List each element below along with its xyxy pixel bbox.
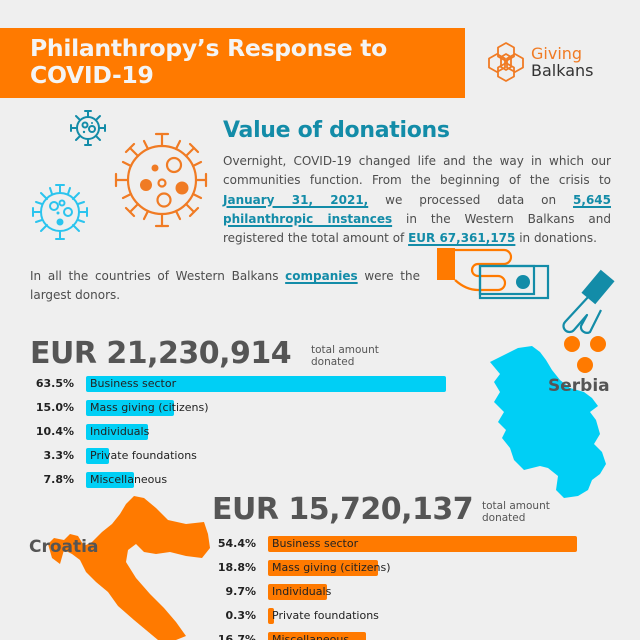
total-note-line: total amount (482, 500, 550, 512)
bar-label: Business sector (90, 377, 177, 390)
section-title: Value of donations (223, 118, 450, 143)
coins-icon (564, 336, 606, 373)
bar (268, 560, 378, 576)
intro-text: Overnight, COVID-19 changed life and the… (223, 154, 611, 188)
croatia-total-note: total amount donated (482, 500, 550, 524)
bar-row-private-foundations: 3.3% Private foundations (24, 447, 454, 465)
note-text: were the largest donors. (30, 269, 420, 302)
bar-percent: 18.8% (217, 561, 256, 574)
bar (86, 472, 134, 488)
bar-label: Individuals (90, 425, 150, 438)
bar-row-individuals: 10.4% Individuals (24, 423, 454, 441)
bar (86, 400, 174, 416)
brand-name-line1: Giving (531, 44, 583, 63)
virus-icon-small-teal (70, 110, 106, 146)
country-label-serbia: Serbia (548, 376, 610, 396)
giving-balkans-logo-icon (488, 42, 524, 82)
highlight-date: January 31, 2021, (223, 192, 369, 207)
hand-dropping-coins-icon (562, 269, 615, 334)
bar-percent: 9.7% (225, 585, 256, 598)
intro-paragraph: Overnight, COVID-19 changed life and the… (223, 152, 611, 248)
title-banner (0, 28, 465, 98)
bar (86, 448, 109, 464)
intro-text: we processed data on (368, 192, 574, 207)
bar-label: Miscellaneous (90, 473, 168, 486)
bar-row-miscellaneous: 16.7% Miscellaneous (206, 631, 640, 640)
bar-label: Business sector (272, 537, 359, 550)
bar (268, 632, 366, 640)
highlight-companies: companies (285, 269, 358, 283)
bar-row-individuals: 9.7% Individuals (206, 583, 640, 601)
highlight-total-amount: EUR 67,361,175 (408, 231, 516, 246)
brand-name-line2: Balkans (531, 61, 594, 80)
total-note-line: donated (482, 512, 526, 524)
bar-percent: 63.5% (35, 377, 74, 390)
total-note-line: donated (311, 356, 355, 368)
bar-row-mass-giving: 18.8% Mass giving (citizens) (206, 559, 640, 577)
bar-label: Private foundations (90, 449, 197, 462)
bar-percent: 10.4% (35, 425, 74, 438)
bar-row-private-foundations: 0.3% Private foundations (206, 607, 640, 625)
bar-label: Mass giving (citizens) (90, 401, 209, 414)
bar-percent: 15.0% (35, 401, 74, 414)
note-text: In all the countries of Western Balkans (30, 269, 286, 283)
bar-row-business: 63.5% Business sector (24, 375, 454, 393)
bar (268, 608, 274, 624)
total-note-line: total amount (311, 344, 379, 356)
bar (268, 584, 327, 600)
page-title: Philanthropy’s Response to COVID-19 (30, 34, 387, 89)
serbia-total-note: total amount donated (311, 344, 379, 368)
bar (86, 376, 446, 392)
bar-percent: 0.3% (225, 609, 256, 622)
serbia-total-amount: EUR 21,230,914 (30, 336, 292, 371)
country-label-croatia: Croatia (29, 537, 99, 557)
bar (86, 424, 148, 440)
bar-percent: 16.7% (217, 633, 256, 640)
bar-row-mass-giving: 15.0% Mass giving (citizens) (24, 399, 454, 417)
bar (268, 536, 577, 552)
bar-row-miscellaneous: 7.8% Miscellaneous (24, 471, 454, 489)
bar-label: Private foundations (272, 609, 379, 622)
virus-icon-cyan (32, 184, 88, 240)
money-bill-icon (478, 264, 550, 300)
highlight-instances: 5,645 philanthropic instances (223, 192, 611, 226)
intro-text: in donations. (515, 231, 597, 246)
bar-row-business: 54.4% Business sector (206, 535, 640, 553)
croatia-total-amount: EUR 15,720,137 (212, 492, 474, 527)
serbia-map (490, 346, 606, 498)
croatia-map (48, 496, 210, 640)
bar-label: Mass giving (citizens) (272, 561, 391, 574)
companies-note: In all the countries of Western Balkans … (30, 267, 420, 305)
intro-text: in the Western Balkans and registered th… (223, 211, 611, 246)
bar-percent: 3.3% (43, 449, 74, 462)
bar-percent: 7.8% (43, 473, 74, 486)
bar-label: Individuals (272, 585, 332, 598)
bar-label: Miscellaneous (272, 633, 350, 640)
virus-icon-large-orange (114, 132, 208, 228)
bar-percent: 54.4% (217, 537, 256, 550)
